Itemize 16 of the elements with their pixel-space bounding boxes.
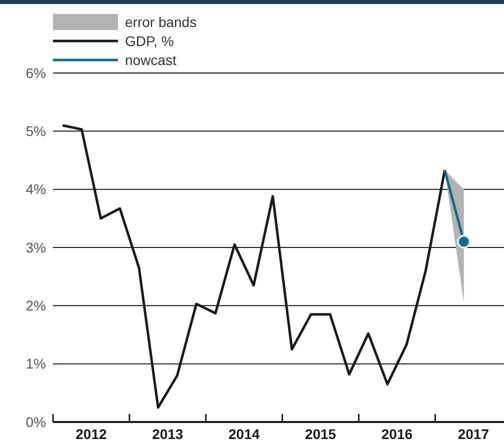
- x-tick-label: 2013: [152, 426, 184, 442]
- y-tick-label: 6%: [26, 64, 46, 81]
- x-tick-label: 2015: [304, 426, 336, 442]
- x-tick-label: 2012: [76, 426, 107, 442]
- x-tick-label: 2017: [458, 426, 490, 442]
- text: error bands: [125, 14, 197, 30]
- y-tick-label: 2%: [26, 298, 46, 314]
- legend-label: nowcast: [125, 52, 176, 68]
- y-tick-label: 4%: [26, 181, 46, 198]
- x-tick-label: 2016: [381, 426, 413, 442]
- y-tick-label: 3%: [26, 239, 46, 256]
- x-tick-label: 2014: [228, 426, 260, 442]
- y-tick-label: 1%: [26, 356, 46, 372]
- y-tick-label: 5%: [26, 123, 46, 140]
- legend-label: GDP, %: [125, 32, 174, 49]
- y-tick-label: 0%: [26, 414, 46, 430]
